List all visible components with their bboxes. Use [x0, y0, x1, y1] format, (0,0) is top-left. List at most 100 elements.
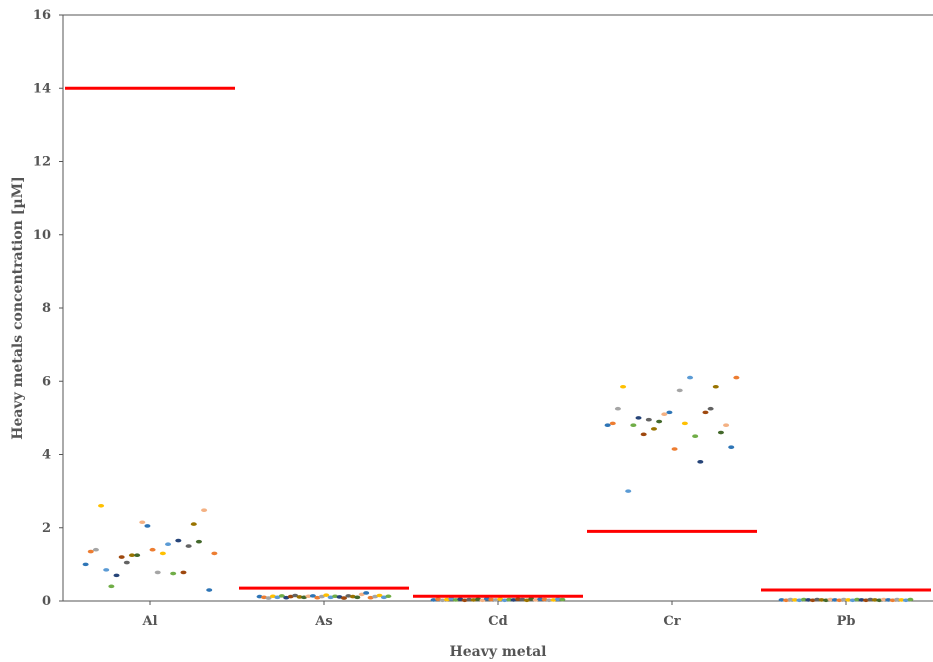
data-point: [144, 524, 151, 528]
data-point: [479, 598, 486, 603]
data-point: [559, 597, 566, 602]
data-point: [118, 555, 125, 559]
data-point: [898, 598, 905, 602]
data-point: [840, 597, 847, 602]
data-point: [466, 597, 473, 602]
data-point: [190, 522, 197, 526]
data-point: [309, 594, 316, 598]
data-point: [620, 384, 627, 389]
x-tick-label: Al: [141, 614, 157, 629]
data-point: [139, 520, 146, 525]
data-point: [831, 598, 838, 602]
data-point: [523, 598, 530, 603]
data-point: [98, 503, 105, 508]
data-point: [604, 423, 611, 428]
data-point: [180, 570, 187, 575]
data-point: [185, 544, 192, 548]
data-point: [149, 547, 156, 552]
data-point: [305, 594, 312, 599]
data-point: [661, 412, 668, 417]
data-point: [894, 597, 901, 602]
data-point: [546, 598, 553, 603]
data-point: [296, 595, 303, 599]
data-point: [103, 568, 110, 572]
data-point: [488, 597, 495, 602]
data-point: [871, 598, 878, 602]
data-point: [358, 592, 365, 597]
data-point: [666, 410, 673, 415]
data-point: [87, 549, 94, 554]
data-point: [159, 551, 166, 556]
data-point: [134, 553, 141, 558]
y-tick-label: 4: [42, 448, 51, 463]
data-point: [645, 417, 652, 422]
data-point: [154, 570, 161, 575]
threshold-lines: [65, 86, 931, 598]
data-point: [671, 447, 678, 451]
data-point: [170, 571, 177, 576]
y-tick-label: 6: [42, 374, 51, 389]
data-point: [385, 594, 392, 599]
data-point: [82, 562, 89, 567]
data-point: [697, 460, 704, 464]
data-point: [108, 584, 115, 589]
data-point: [123, 560, 130, 565]
data-point: [885, 598, 892, 602]
data-point: [537, 597, 544, 601]
axes: [62, 14, 933, 602]
data-point: [128, 553, 135, 558]
y-tick-label: 16: [33, 8, 51, 23]
data-point: [340, 596, 347, 600]
data-point: [292, 593, 299, 598]
data-point: [614, 406, 621, 411]
data-point: [609, 421, 616, 426]
data-point: [728, 445, 735, 449]
data-point: [318, 594, 325, 599]
y-tick-label: 0: [42, 594, 51, 609]
data-point: [717, 430, 724, 435]
y-tick-label: 10: [33, 228, 51, 243]
data-point: [175, 538, 182, 543]
data-point: [867, 597, 874, 602]
x-tick-label: Cr: [663, 614, 680, 629]
data-point: [827, 597, 834, 602]
data-point: [676, 388, 683, 393]
x-tick-label: As: [314, 614, 332, 629]
data-point: [814, 597, 821, 602]
y-tick-label: 12: [33, 155, 51, 170]
data-point: [113, 573, 120, 578]
data-point: [640, 432, 647, 437]
data-point: [692, 434, 699, 438]
data-point: [858, 598, 865, 602]
data-point: [278, 594, 285, 598]
data-point: [376, 593, 383, 598]
data-points: [82, 375, 914, 603]
data-point: [907, 597, 914, 602]
data-point: [650, 427, 657, 431]
data-point: [506, 597, 513, 602]
data-point: [733, 375, 740, 380]
data-point: [201, 508, 208, 512]
data-point: [195, 539, 202, 544]
data-point: [712, 384, 719, 389]
data-point: [787, 597, 794, 602]
data-point: [707, 406, 714, 411]
data-point: [206, 588, 213, 592]
data-point: [656, 419, 663, 424]
data-point: [854, 597, 861, 602]
data-point: [274, 595, 281, 600]
data-point: [265, 596, 272, 600]
data-point: [723, 423, 730, 428]
y-tick-label: 2: [42, 521, 51, 536]
y-tick-label: 14: [33, 81, 51, 96]
data-point: [681, 421, 688, 426]
data-point: [687, 375, 694, 380]
data-point: [165, 542, 172, 547]
y-tick-labels: 0 2 4 6 8 10 12 14 16: [33, 8, 63, 609]
data-point: [211, 551, 218, 556]
data-point: [354, 595, 361, 600]
data-point: [880, 597, 887, 602]
data-point: [805, 598, 812, 602]
data-point: [702, 410, 709, 415]
